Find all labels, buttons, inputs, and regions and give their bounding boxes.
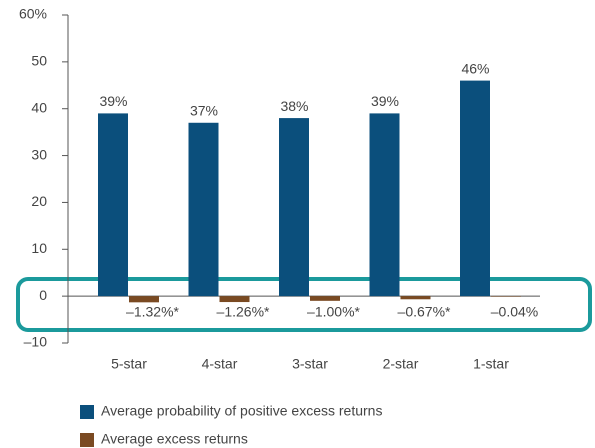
value-label: –0.04% xyxy=(491,304,538,320)
x-tick-label: 5-star xyxy=(111,356,147,372)
y-tick-label: 30 xyxy=(31,146,47,162)
legend-swatch xyxy=(80,405,94,419)
bar xyxy=(129,296,159,303)
x-tick-label: 2-star xyxy=(383,356,419,372)
value-label: 46% xyxy=(461,60,489,76)
value-label: –1.26%* xyxy=(217,304,270,320)
value-label: –1.32%* xyxy=(126,304,179,320)
bar xyxy=(219,296,250,303)
value-label: 39% xyxy=(371,93,399,109)
bar xyxy=(400,296,431,300)
y-tick-label: 0 xyxy=(39,287,47,303)
bar xyxy=(279,118,309,297)
bar xyxy=(369,113,400,297)
legend-label: Average probability of positive excess r… xyxy=(101,403,382,419)
value-label: 38% xyxy=(280,98,308,114)
y-tick-label: 20 xyxy=(31,193,47,209)
x-tick-label: 3-star xyxy=(292,356,328,372)
legend-swatch xyxy=(80,433,94,447)
y-tick-label: 60% xyxy=(19,6,47,22)
bar xyxy=(310,296,340,301)
y-tick-label: 40 xyxy=(31,99,47,115)
y-tick-label: 50 xyxy=(31,53,47,69)
bar xyxy=(491,296,521,297)
x-tick-label: 4-star xyxy=(202,356,238,372)
bar xyxy=(188,122,219,297)
x-tick-label: 1-star xyxy=(473,356,509,372)
value-label: 37% xyxy=(190,102,218,118)
y-tick-label: –10 xyxy=(24,334,48,350)
bar xyxy=(460,80,490,297)
value-label: –1.00%* xyxy=(307,304,360,320)
y-tick-label: 10 xyxy=(31,240,47,256)
value-label: –0.67%* xyxy=(398,304,451,320)
legend-label: Average excess returns xyxy=(101,431,248,447)
bar xyxy=(98,113,128,297)
value-label: 39% xyxy=(99,93,127,109)
